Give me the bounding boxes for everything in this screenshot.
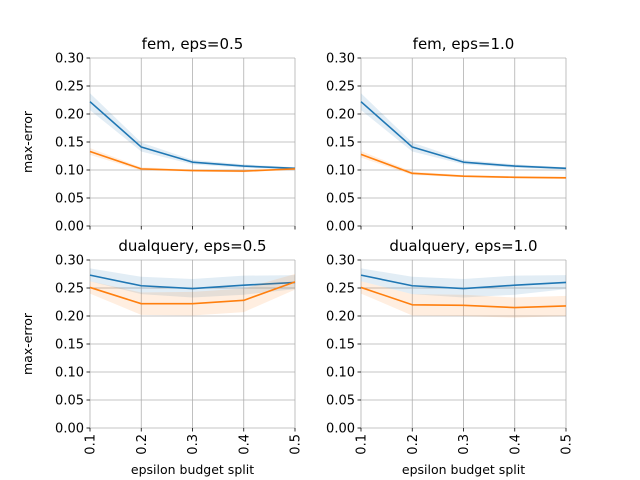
y-tick-label-2: 0.10: [326, 366, 355, 381]
x-tick-label-4: 0.5: [289, 434, 304, 455]
y-tick-label-1: 0.05: [326, 192, 355, 207]
x-tick-label-0: 0.1: [355, 434, 370, 455]
subplot-title: dualquery, eps=1.0: [389, 237, 537, 255]
y-tick-label-0: 0.00: [326, 220, 355, 235]
y-tick-label-3: 0.15: [55, 338, 84, 353]
x-tick-label-2: 0.3: [186, 434, 201, 455]
y-tick-label-5: 0.25: [55, 80, 84, 95]
series-1-band: [361, 93, 566, 170]
series-2-band: [361, 281, 566, 318]
series-2-band: [90, 274, 295, 316]
x-tick-label-3: 0.4: [508, 434, 523, 455]
y-tick-label-1: 0.05: [326, 394, 355, 409]
y-tick-label-4: 0.20: [326, 108, 355, 123]
y-tick-label-0: 0.00: [55, 422, 84, 437]
series-1-band: [361, 268, 566, 298]
y-tick-label-5: 0.25: [326, 80, 355, 95]
y-tick-label-4: 0.20: [55, 310, 84, 325]
x-tick-label-1: 0.2: [406, 434, 421, 455]
y-axis-label: max-error: [20, 312, 35, 375]
y-tick-label-4: 0.20: [326, 310, 355, 325]
subplot-1: 0.00 0.05 0.10 0.15 0.20 0.25 0.30 fem, eps=0.5…: [20, 35, 296, 235]
series-2-band: [361, 150, 566, 179]
y-axis-label: max-error: [20, 110, 35, 173]
subplot-3: 0.00 0.05 0.10 0.15 0.20 0.25 0.30 0.1 0.2 0.3 0.4…: [20, 237, 304, 477]
y-tick-label-3: 0.15: [55, 136, 84, 151]
y-tick-label-6: 0.30: [326, 254, 355, 269]
x-axis-label: epsilon budget split: [131, 462, 254, 477]
x-tick-label-1: 0.2: [135, 434, 150, 455]
y-tick-label-2: 0.10: [326, 164, 355, 179]
y-tick-label-3: 0.15: [326, 338, 355, 353]
x-tick-label-4: 0.5: [560, 434, 575, 455]
y-tick-label-5: 0.25: [326, 282, 355, 297]
y-tick-label-6: 0.30: [55, 254, 84, 269]
series-1-band: [90, 268, 295, 298]
y-tick-label-6: 0.30: [326, 52, 355, 67]
y-tick-label-1: 0.05: [55, 394, 84, 409]
subplot-2: 0.00 0.05 0.10 0.15 0.20 0.25 0.30 fem, eps=1.0: [326, 35, 567, 235]
y-tick-label-3: 0.15: [326, 136, 355, 151]
y-tick-label-2: 0.10: [55, 164, 84, 179]
y-tick-label-2: 0.10: [55, 366, 84, 381]
subplot-4: 0.00 0.05 0.10 0.15 0.20 0.25 0.30 0.1 0.2 0.3 0.4…: [326, 237, 574, 477]
subplot-title: dualquery, eps=0.5: [118, 237, 266, 255]
y-tick-label-4: 0.20: [55, 108, 84, 123]
x-tick-label-0: 0.1: [84, 434, 99, 455]
series-1-band: [90, 93, 295, 170]
x-axis-label: epsilon budget split: [402, 462, 525, 477]
y-tick-label-1: 0.05: [55, 192, 84, 207]
subplot-title: fem, eps=1.0: [413, 35, 515, 53]
y-tick-label-5: 0.25: [55, 282, 84, 297]
subplot-title: fem, eps=0.5: [142, 35, 244, 53]
y-tick-label-0: 0.00: [55, 220, 84, 235]
y-tick-label-0: 0.00: [326, 422, 355, 437]
y-tick-label-6: 0.30: [55, 52, 84, 67]
x-tick-label-3: 0.4: [237, 434, 252, 455]
x-tick-label-2: 0.3: [457, 434, 472, 455]
